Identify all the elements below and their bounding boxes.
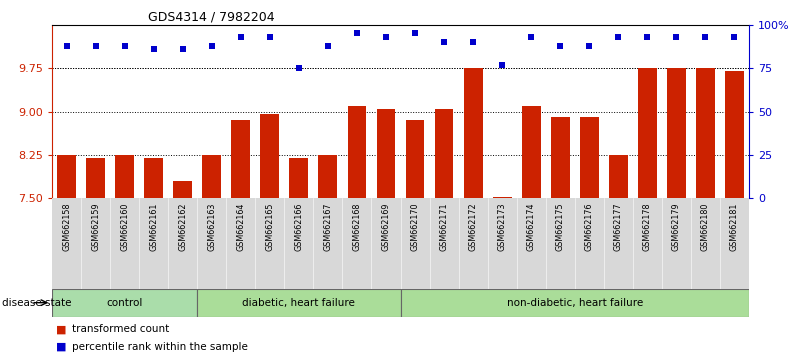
Point bbox=[351, 30, 364, 36]
Point bbox=[496, 62, 509, 68]
Bar bbox=[667, 68, 686, 198]
Bar bbox=[115, 155, 134, 198]
Bar bbox=[173, 181, 192, 198]
Text: control: control bbox=[107, 298, 143, 308]
Point bbox=[60, 43, 73, 48]
Text: GSM662161: GSM662161 bbox=[149, 203, 158, 251]
Text: GSM662165: GSM662165 bbox=[265, 203, 274, 251]
Text: GSM662178: GSM662178 bbox=[643, 203, 652, 251]
Text: disease state: disease state bbox=[2, 298, 71, 308]
Text: percentile rank within the sample: percentile rank within the sample bbox=[72, 342, 248, 352]
Point bbox=[612, 34, 625, 40]
Text: GSM662171: GSM662171 bbox=[440, 203, 449, 251]
Bar bbox=[348, 106, 366, 198]
Point bbox=[264, 34, 276, 40]
Bar bbox=[580, 117, 598, 198]
Bar bbox=[400, 289, 749, 317]
Point bbox=[119, 43, 131, 48]
Point bbox=[235, 34, 248, 40]
Point bbox=[467, 39, 480, 45]
Bar bbox=[319, 155, 337, 198]
Text: ■: ■ bbox=[56, 342, 66, 352]
Bar bbox=[231, 120, 250, 198]
Point bbox=[583, 43, 596, 48]
Text: GSM662159: GSM662159 bbox=[91, 203, 100, 251]
Bar bbox=[609, 155, 628, 198]
Point bbox=[292, 65, 305, 71]
Text: GSM662160: GSM662160 bbox=[120, 203, 129, 251]
Text: diabetic, heart failure: diabetic, heart failure bbox=[243, 298, 356, 308]
Point bbox=[89, 43, 102, 48]
Point bbox=[553, 43, 566, 48]
Bar bbox=[52, 289, 197, 317]
Bar bbox=[203, 155, 221, 198]
Point bbox=[641, 34, 654, 40]
Text: GSM662169: GSM662169 bbox=[381, 203, 390, 251]
Text: GSM662174: GSM662174 bbox=[527, 203, 536, 251]
Point bbox=[699, 34, 712, 40]
Text: GSM662164: GSM662164 bbox=[236, 203, 245, 251]
Point bbox=[409, 30, 421, 36]
Text: GSM662167: GSM662167 bbox=[324, 203, 332, 251]
Bar bbox=[57, 155, 76, 198]
Bar bbox=[197, 289, 400, 317]
Point bbox=[525, 34, 537, 40]
Point bbox=[321, 43, 334, 48]
Bar bbox=[521, 106, 541, 198]
Bar bbox=[725, 71, 744, 198]
Text: GSM662181: GSM662181 bbox=[730, 203, 739, 251]
Bar bbox=[638, 68, 657, 198]
Text: GDS4314 / 7982204: GDS4314 / 7982204 bbox=[148, 11, 275, 24]
Text: GSM662180: GSM662180 bbox=[701, 203, 710, 251]
Bar bbox=[464, 68, 482, 198]
Bar bbox=[405, 120, 425, 198]
Bar bbox=[696, 68, 714, 198]
Text: GSM662170: GSM662170 bbox=[411, 203, 420, 251]
Bar bbox=[144, 158, 163, 198]
Point bbox=[380, 34, 392, 40]
Text: GSM662158: GSM662158 bbox=[62, 203, 71, 251]
Text: ■: ■ bbox=[56, 324, 66, 334]
Text: GSM662163: GSM662163 bbox=[207, 203, 216, 251]
Point bbox=[437, 39, 450, 45]
Point bbox=[728, 34, 741, 40]
Text: GSM662179: GSM662179 bbox=[672, 203, 681, 251]
Text: GSM662177: GSM662177 bbox=[614, 203, 622, 251]
Bar bbox=[551, 117, 570, 198]
Bar bbox=[289, 158, 308, 198]
Text: GSM662168: GSM662168 bbox=[352, 203, 361, 251]
Point bbox=[205, 43, 218, 48]
Text: GSM662175: GSM662175 bbox=[556, 203, 565, 251]
Text: GSM662166: GSM662166 bbox=[295, 203, 304, 251]
Bar bbox=[435, 109, 453, 198]
Text: GSM662173: GSM662173 bbox=[497, 203, 506, 251]
Bar bbox=[260, 114, 280, 198]
Bar bbox=[87, 158, 105, 198]
Text: transformed count: transformed count bbox=[72, 324, 169, 334]
Text: GSM662176: GSM662176 bbox=[585, 203, 594, 251]
Bar bbox=[376, 109, 396, 198]
Text: GSM662162: GSM662162 bbox=[179, 203, 187, 251]
Point bbox=[176, 46, 189, 52]
Point bbox=[147, 46, 160, 52]
Text: GSM662172: GSM662172 bbox=[469, 203, 477, 251]
Bar bbox=[493, 197, 512, 198]
Text: non-diabetic, heart failure: non-diabetic, heart failure bbox=[506, 298, 643, 308]
Point bbox=[670, 34, 682, 40]
